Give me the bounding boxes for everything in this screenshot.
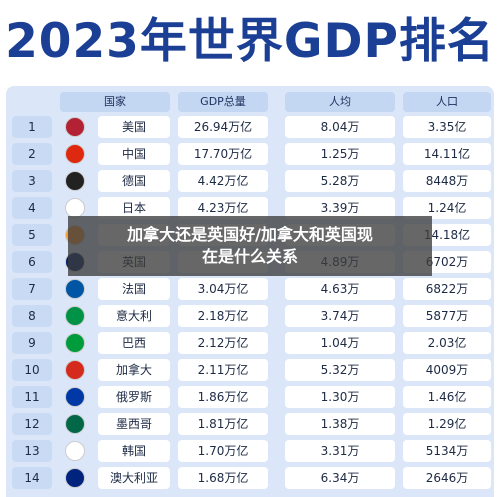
rank-cell: 2	[12, 143, 52, 165]
population-cell: 8448万	[403, 170, 491, 192]
per_capita-cell: 1.04万	[285, 332, 395, 354]
rank-cell: 4	[12, 197, 52, 219]
population-cell: 6822万	[403, 278, 491, 300]
country-cell: 德国	[98, 170, 170, 192]
rank-cell: 9	[12, 332, 52, 354]
per_capita-cell: 3.31万	[285, 440, 395, 462]
country-cell: 中国	[98, 143, 170, 165]
rank-cell: 14	[12, 467, 52, 489]
per_capita-cell: 1.30万	[285, 386, 395, 408]
flag-icon	[65, 117, 85, 137]
gdp-cell: 1.70万亿	[178, 440, 268, 462]
population-cell: 14.11亿	[403, 143, 491, 165]
rank-cell: 1	[12, 116, 52, 138]
population-cell: 1.46亿	[403, 386, 491, 408]
flag-icon	[65, 414, 85, 434]
flag-icon	[65, 441, 85, 461]
population-cell: 4009万	[403, 359, 491, 381]
gdp-cell: 26.94万亿	[178, 116, 268, 138]
per_capita-cell: 6.34万	[285, 467, 395, 489]
flag-icon	[65, 144, 85, 164]
country-cell: 日本	[98, 197, 170, 219]
per_capita-cell: 1.25万	[285, 143, 395, 165]
flag-icon	[65, 279, 85, 299]
gdp-cell: 4.42万亿	[178, 170, 268, 192]
gdp-cell: 2.12万亿	[178, 332, 268, 354]
caption-line: 在是什么关系	[201, 247, 298, 266]
caption-line: 加拿大还是英国好/加拿大和英国现	[127, 225, 373, 244]
per_capita-cell: 5.32万	[285, 359, 395, 381]
gdp-cell: 2.11万亿	[178, 359, 268, 381]
rank-cell: 12	[12, 413, 52, 435]
country-cell: 墨西哥	[98, 413, 170, 435]
flag-icon	[65, 387, 85, 407]
gdp-cell: 1.81万亿	[178, 413, 268, 435]
column-header: GDP总量	[178, 92, 268, 112]
country-cell: 美国	[98, 116, 170, 138]
population-cell: 5134万	[403, 440, 491, 462]
flag-icon	[65, 306, 85, 326]
country-cell: 澳大利亚	[98, 467, 170, 489]
rank-cell: 3	[12, 170, 52, 192]
population-cell: 2.03亿	[403, 332, 491, 354]
column-header: 国家	[60, 92, 170, 112]
gdp-cell: 4.23万亿	[178, 197, 268, 219]
country-cell: 法国	[98, 278, 170, 300]
per_capita-cell: 5.28万	[285, 170, 395, 192]
population-cell: 2646万	[403, 467, 491, 489]
country-cell: 巴西	[98, 332, 170, 354]
column-header: 人均	[285, 92, 395, 112]
country-cell: 韩国	[98, 440, 170, 462]
population-cell: 5877万	[403, 305, 491, 327]
flag-icon	[65, 198, 85, 218]
gdp-cell: 17.70万亿	[178, 143, 268, 165]
gdp-cell: 2.18万亿	[178, 305, 268, 327]
column-header: 人口	[403, 92, 491, 112]
gdp-cell: 3.04万亿	[178, 278, 268, 300]
population-cell: 1.29亿	[403, 413, 491, 435]
rank-cell: 5	[12, 224, 52, 246]
population-cell: 3.35亿	[403, 116, 491, 138]
population-cell: 1.24亿	[403, 197, 491, 219]
rank-cell: 6	[12, 251, 52, 273]
per_capita-cell: 3.39万	[285, 197, 395, 219]
title: 2023年世界GDP排名	[5, 14, 495, 69]
per_capita-cell: 1.38万	[285, 413, 395, 435]
flag-icon	[65, 468, 85, 488]
per_capita-cell: 8.04万	[285, 116, 395, 138]
rank-cell: 8	[12, 305, 52, 327]
flag-icon	[65, 360, 85, 380]
per_capita-cell: 3.74万	[285, 305, 395, 327]
rank-cell: 10	[12, 359, 52, 381]
flag-icon	[65, 333, 85, 353]
gdp-cell: 1.86万亿	[178, 386, 268, 408]
flag-icon	[65, 171, 85, 191]
rank-cell: 7	[12, 278, 52, 300]
caption-overlay: 加拿大还是英国好/加拿大和英国现 在是什么关系	[68, 216, 432, 276]
country-cell: 加拿大	[98, 359, 170, 381]
gdp-cell: 1.68万亿	[178, 467, 268, 489]
per_capita-cell: 4.63万	[285, 278, 395, 300]
country-cell: 俄罗斯	[98, 386, 170, 408]
rank-cell: 13	[12, 440, 52, 462]
rank-cell: 11	[12, 386, 52, 408]
country-cell: 意大利	[98, 305, 170, 327]
